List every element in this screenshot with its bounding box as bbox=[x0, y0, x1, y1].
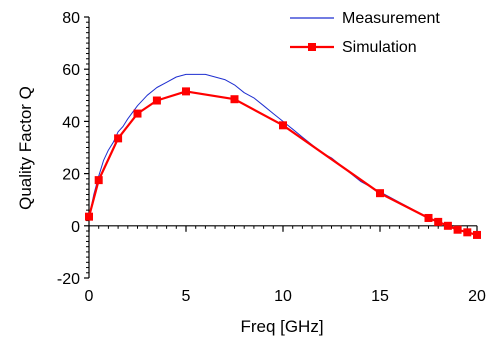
legend-label-0: Measurement bbox=[342, 10, 440, 27]
y-axis-title: Quality Factor Q bbox=[16, 86, 35, 210]
x-tick-label: 5 bbox=[182, 288, 191, 305]
data-point bbox=[182, 87, 190, 96]
ticks: -20 0 20 40 60 80 0 5 10 15 20 bbox=[57, 10, 486, 305]
data-point bbox=[279, 121, 287, 130]
x-tick-label: 15 bbox=[371, 288, 389, 305]
x-tick-label: 10 bbox=[274, 288, 292, 305]
data-point bbox=[463, 228, 472, 237]
data-point bbox=[473, 230, 481, 239]
data-point bbox=[443, 221, 452, 230]
y-tick-label: 60 bbox=[62, 62, 80, 79]
data-point bbox=[94, 176, 103, 185]
x-tick-label: 0 bbox=[85, 288, 94, 305]
series-layer bbox=[85, 73, 481, 239]
data-point bbox=[133, 109, 142, 118]
legend-marker-1 bbox=[308, 43, 316, 51]
y-tick-label: 40 bbox=[62, 114, 80, 131]
data-point bbox=[434, 217, 443, 226]
y-tick-label: -20 bbox=[57, 271, 80, 288]
data-point bbox=[152, 96, 161, 105]
x-axis-title: Freq [GHz] bbox=[240, 317, 323, 336]
data-point bbox=[453, 225, 462, 234]
legend-label-1: Simulation bbox=[342, 39, 417, 56]
data-point bbox=[85, 212, 93, 221]
y-tick-label: 80 bbox=[62, 10, 80, 27]
series-line-1 bbox=[87, 90, 478, 236]
data-point bbox=[230, 95, 239, 104]
y-tick-label: 20 bbox=[62, 167, 80, 184]
data-point bbox=[376, 189, 384, 198]
data-point bbox=[424, 213, 433, 222]
axes bbox=[88, 17, 477, 278]
legend: Measurement Simulation bbox=[290, 10, 440, 56]
data-point bbox=[114, 134, 123, 143]
y-tick-label: 0 bbox=[71, 219, 80, 236]
x-tick-label: 20 bbox=[468, 288, 486, 305]
